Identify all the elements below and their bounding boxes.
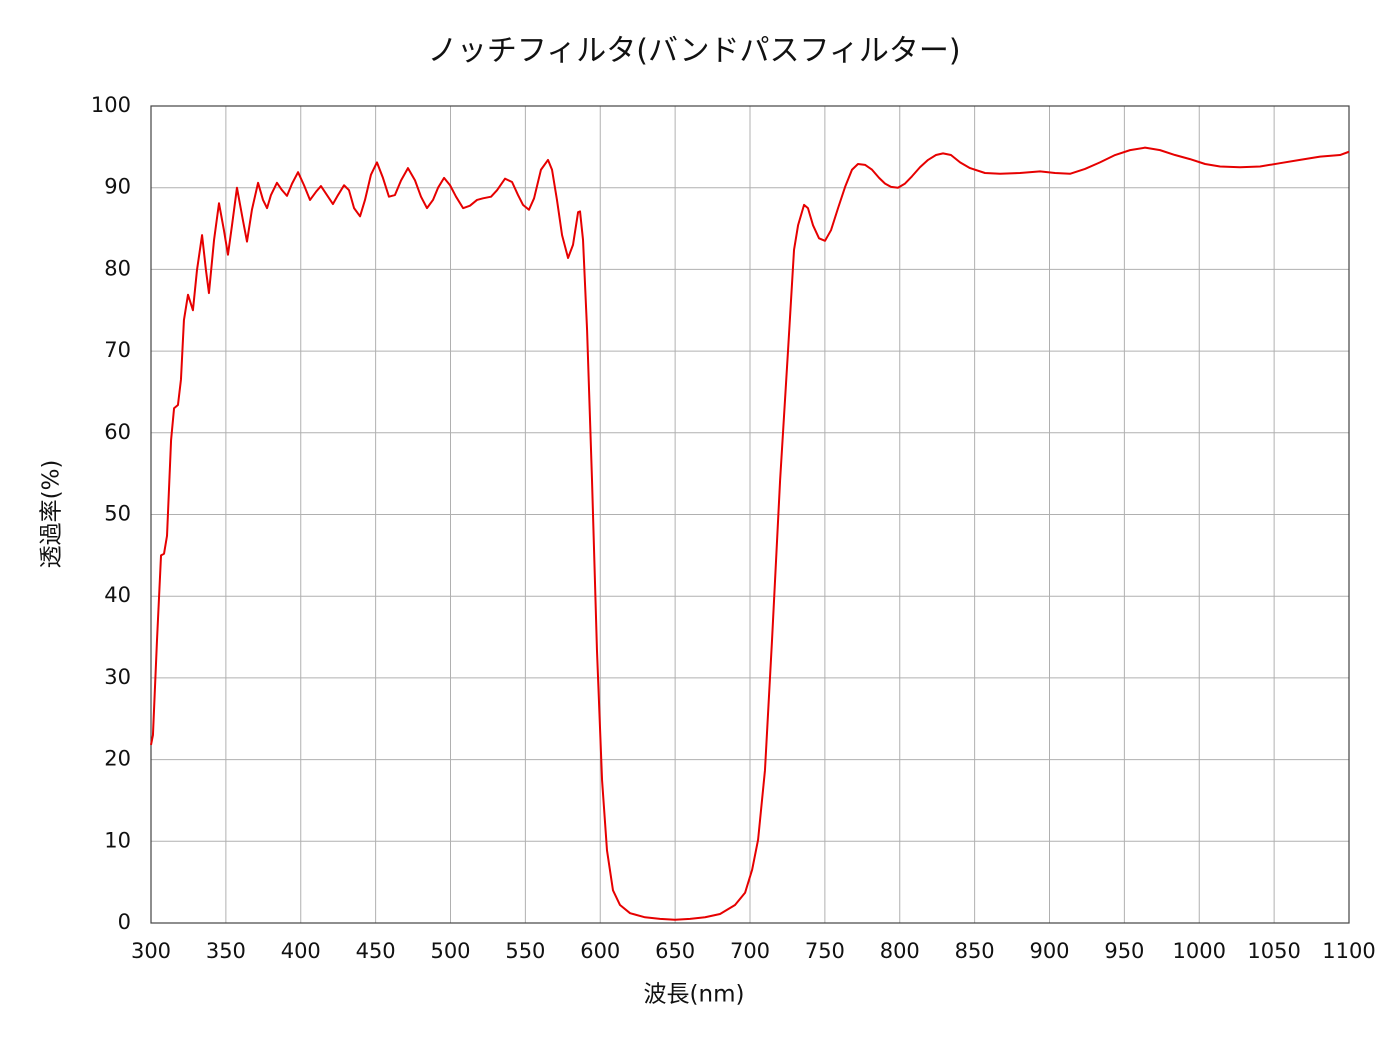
x-tick-label: 500 (430, 939, 470, 963)
x-tick-label: 450 (356, 939, 396, 963)
y-tick-label: 70 (104, 338, 131, 362)
y-tick-label: 0 (118, 910, 131, 934)
x-tick-label: 800 (880, 939, 920, 963)
y-tick-label: 90 (104, 175, 131, 199)
y-tick-label: 40 (104, 583, 131, 607)
y-tick-label: 20 (104, 747, 131, 771)
x-tick-label: 950 (1104, 939, 1144, 963)
y-tick-label: 60 (104, 420, 131, 444)
x-tick-label: 650 (655, 939, 695, 963)
chart-title: ノッチフィルタ(バンドパスフィルター) (427, 34, 960, 69)
x-tick-label: 850 (955, 939, 995, 963)
x-tick-label: 750 (805, 939, 845, 963)
y-tick-label: 30 (104, 665, 131, 689)
x-axis-label: 波長(nm) (644, 982, 745, 1008)
x-tick-label: 1050 (1247, 939, 1300, 963)
x-tick-label: 300 (131, 939, 171, 963)
y-tick-label: 10 (104, 828, 131, 852)
data-line (150, 146, 1350, 921)
x-tick-label: 1000 (1173, 939, 1226, 963)
y-tick-label: 100 (91, 93, 131, 117)
x-tick-label: 550 (505, 939, 545, 963)
x-tick-label: 700 (730, 939, 770, 963)
y-tick-label: 50 (104, 502, 131, 526)
x-tick-label: 900 (1029, 939, 1069, 963)
x-tick-label: 350 (206, 939, 246, 963)
y-axis-label: 透過率(%) (39, 460, 65, 569)
y-tick-label: 80 (104, 256, 131, 280)
plot-frame (150, 105, 1350, 924)
x-tick-label: 600 (580, 939, 620, 963)
x-tick-label: 400 (281, 939, 321, 963)
x-tick-label: 1100 (1322, 939, 1375, 963)
